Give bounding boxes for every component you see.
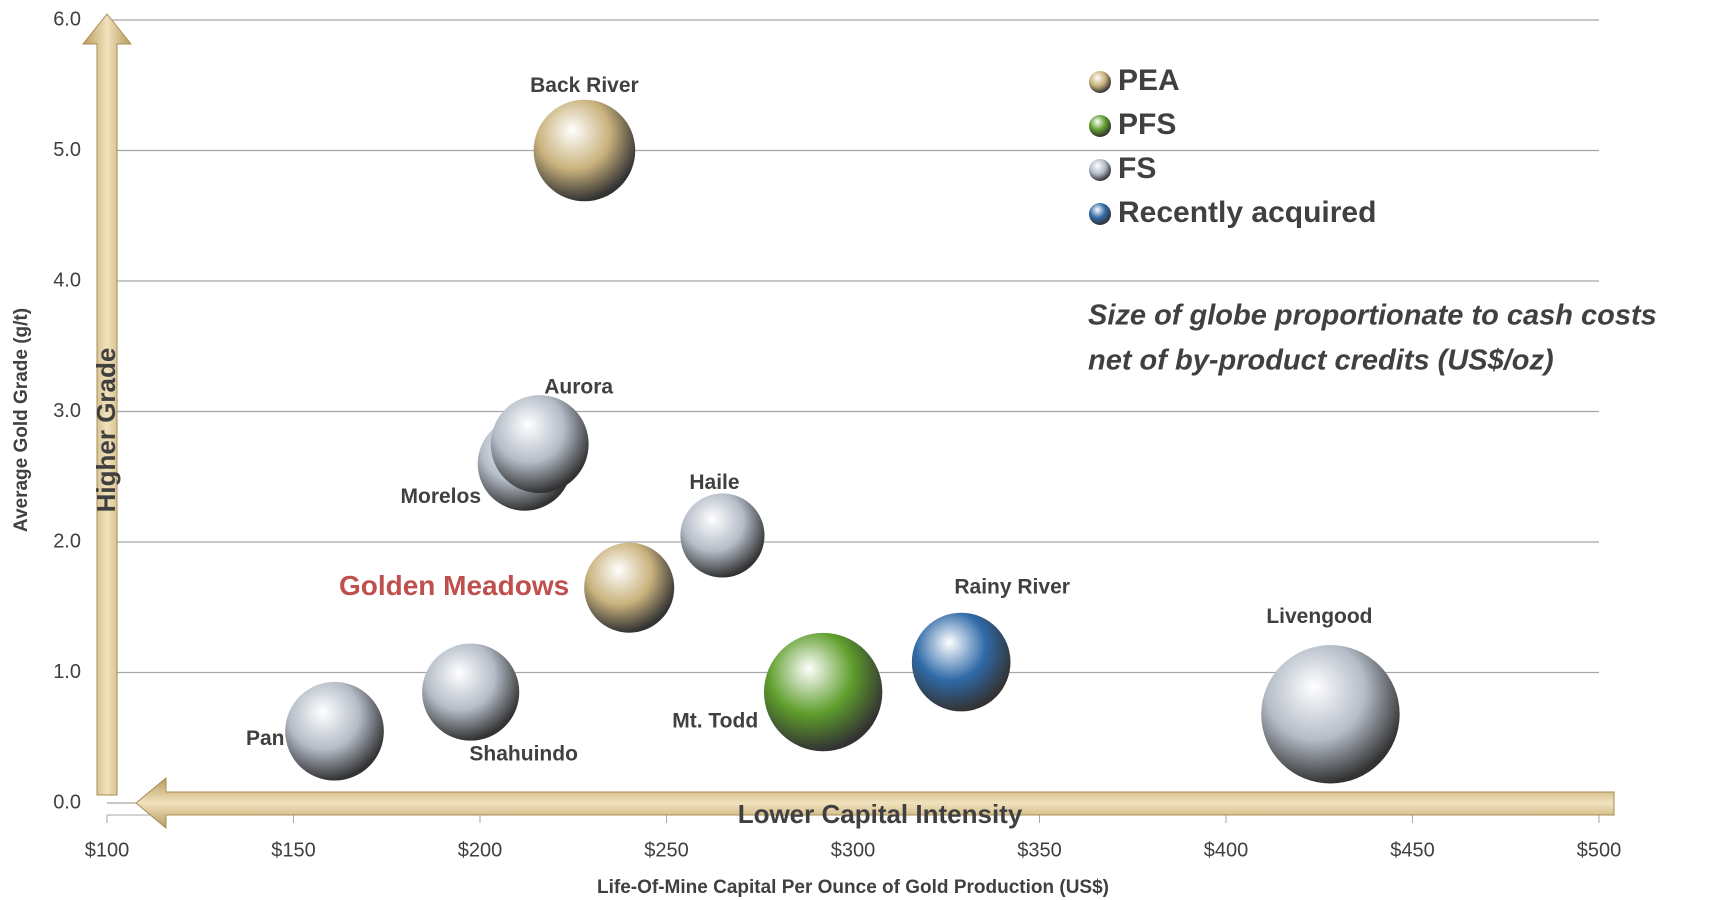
legend-marker — [1089, 71, 1111, 93]
bubble-label: Mt. Todd — [672, 710, 758, 733]
grid — [106, 19, 1600, 823]
x-tick-label: $450 — [1390, 839, 1435, 861]
bubble-label: Shahuindo — [469, 743, 578, 766]
legend-label: PFS — [1118, 108, 1176, 141]
y-arrow-label: Higher Grade — [91, 348, 121, 513]
bubble-label: Haile — [689, 471, 739, 494]
bubble — [422, 643, 520, 741]
x-tick-label: $150 — [271, 839, 316, 861]
bubble-label: Golden Meadows — [339, 570, 569, 601]
note-line: net of by-product credits (US$/oz) — [1088, 345, 1554, 377]
x-tick-label: $350 — [1017, 839, 1062, 861]
y-tick-label: 3.0 — [53, 400, 81, 422]
legend-marker — [1089, 115, 1111, 137]
x-tick-label: $250 — [644, 839, 689, 861]
x-tick-label: $200 — [458, 839, 503, 861]
legend-label: PEA — [1118, 64, 1180, 97]
y-tick-label: 0.0 — [53, 791, 81, 813]
bubble — [763, 632, 883, 752]
bubble-label: Back River — [530, 74, 639, 97]
y-axis-label: Average Gold Grade (g/t) — [11, 308, 32, 532]
y-tick-label: 2.0 — [53, 530, 81, 552]
y-tick-label: 1.0 — [53, 661, 81, 683]
bubble — [680, 493, 765, 578]
legend-label: FS — [1118, 152, 1156, 185]
x-tick-label: $300 — [831, 839, 876, 861]
bubble-label: Livengood — [1266, 605, 1372, 628]
y-arrow — [81, 13, 133, 796]
bubble-label: Morelos — [401, 485, 482, 508]
y-tick-label: 4.0 — [53, 269, 81, 291]
x-arrow — [135, 776, 1615, 830]
y-tick-label: 6.0 — [53, 8, 81, 30]
bubble — [1261, 645, 1400, 784]
bubble-label: Aurora — [544, 376, 613, 399]
x-tick-label: $400 — [1204, 839, 1249, 861]
legend-marker — [1089, 203, 1111, 225]
bubble — [911, 612, 1011, 712]
x-tick-label: $100 — [85, 839, 130, 861]
bubble — [285, 681, 384, 781]
note-line: Size of globe proportionate to cash cost… — [1088, 300, 1657, 332]
bubble-label: Rainy River — [954, 576, 1070, 599]
bubble — [533, 99, 636, 202]
bubble — [490, 395, 589, 494]
bubble-label: Pan — [246, 727, 285, 750]
x-tick-label: $500 — [1577, 839, 1622, 861]
legend-marker — [1089, 159, 1111, 181]
x-arrow-label: Lower Capital Intensity — [738, 799, 1023, 829]
legend-label: Recently acquired — [1118, 196, 1376, 229]
x-axis-label: Life-Of-Mine Capital Per Ounce of Gold P… — [597, 877, 1109, 898]
bubble — [584, 542, 675, 633]
y-tick-label: 5.0 — [53, 139, 81, 161]
